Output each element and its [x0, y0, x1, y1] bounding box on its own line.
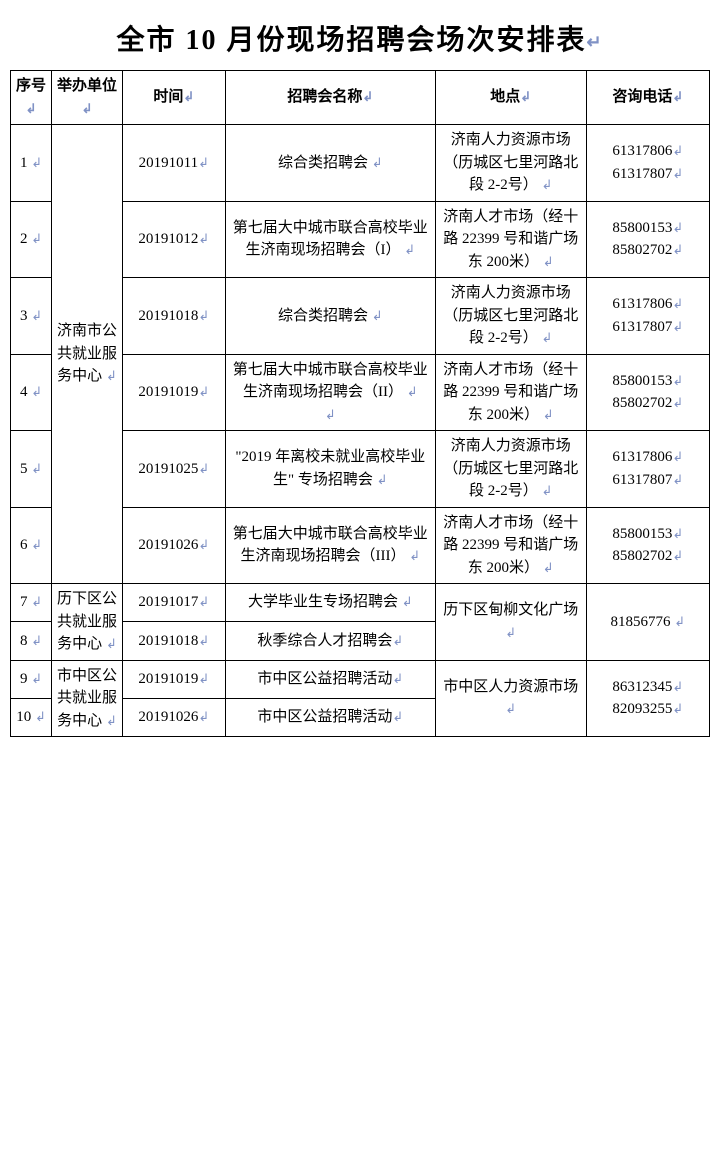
- cell-name: 市中区公益招聘活动↲: [225, 698, 435, 736]
- cell-loc: 济南人力资源市场（历城区七里河路北段 2-2号） ↲: [435, 125, 586, 202]
- cell-date: 20191019↲: [122, 660, 225, 698]
- cell-tel: 61317806↲61317807↲: [586, 125, 709, 202]
- cell-loc: 济南人力资源市场（历城区七里河路北段 2-2号） ↲: [435, 431, 586, 508]
- cell-tel: 81856776 ↲: [586, 584, 709, 661]
- cell-tel: 85800153↲85802702↲: [586, 507, 709, 584]
- table-row: 9 ↲ 市中区公共就业服务中心 ↲ 20191019↲ 市中区公益招聘活动↲ 市…: [11, 660, 710, 698]
- cell-tel: 86312345↲82093255↲: [586, 660, 709, 737]
- table-row: 7 ↲ 历下区公共就业服务中心 ↲ 20191017↲ 大学毕业生专场招聘会 ↲…: [11, 584, 710, 622]
- col-header-org: 举办单位↲: [52, 71, 123, 125]
- cell-name: 综合类招聘会 ↲: [225, 125, 435, 202]
- cell-date: 20191012↲: [122, 201, 225, 278]
- cell-loc: 济南人才市场（经十路 22399 号和谐广场东 200米） ↲: [435, 354, 586, 431]
- table-row: 1 ↲ 济南市公共就业服务中心 ↲ 20191011↲ 综合类招聘会 ↲ 济南人…: [11, 125, 710, 202]
- cell-name: 大学毕业生专场招聘会 ↲: [225, 584, 435, 622]
- cell-org: 历下区公共就业服务中心 ↲: [52, 584, 123, 661]
- cell-date: 20191025↲: [122, 431, 225, 508]
- cell-org: 市中区公共就业服务中心 ↲: [52, 660, 123, 737]
- cell-idx: 6 ↲: [11, 507, 52, 584]
- cell-loc: 济南人才市场（经十路 22399 号和谐广场东 200米） ↲: [435, 507, 586, 584]
- cell-org: 济南市公共就业服务中心 ↲: [52, 125, 123, 584]
- cell-idx: 10 ↲: [11, 698, 52, 736]
- cell-tel: 61317806↲61317807↲: [586, 431, 709, 508]
- cell-idx: 3 ↲: [11, 278, 52, 355]
- page-title: 全市 10 月份现场招聘会场次安排表↵: [10, 18, 710, 58]
- cell-loc: 济南人力资源市场（历城区七里河路北段 2-2号） ↲: [435, 278, 586, 355]
- cell-loc: 历下区甸柳文化广场 ↲: [435, 584, 586, 661]
- cell-date: 20191017↲: [122, 584, 225, 622]
- cell-tel: 85800153↲85802702↲: [586, 201, 709, 278]
- paragraph-mark-icon: ↵: [586, 32, 603, 52]
- cell-idx: 5 ↲: [11, 431, 52, 508]
- table-header-row: 序号↲ 举办单位↲ 时间↲ 招聘会名称↲ 地点↲ 咨询电话↲: [11, 71, 710, 125]
- cell-loc: 市中区人力资源市场 ↲: [435, 660, 586, 737]
- cell-name: 秋季综合人才招聘会↲: [225, 622, 435, 660]
- col-header-tel: 咨询电话↲: [586, 71, 709, 125]
- cell-name: 第七届大中城市联合高校毕业生济南现场招聘会（III） ↲: [225, 507, 435, 584]
- cell-date: 20191026↲: [122, 507, 225, 584]
- schedule-table: 序号↲ 举办单位↲ 时间↲ 招聘会名称↲ 地点↲ 咨询电话↲ 1 ↲ 济南市公共…: [10, 70, 710, 737]
- cell-idx: 2 ↲: [11, 201, 52, 278]
- title-text: 全市 10 月份现场招聘会场次安排表: [116, 25, 586, 56]
- cell-idx: 8 ↲: [11, 622, 52, 660]
- col-header-name: 招聘会名称↲: [225, 71, 435, 125]
- cell-date: 20191018↲: [122, 278, 225, 355]
- cell-name: 第七届大中城市联合高校毕业生济南现场招聘会（I） ↲: [225, 201, 435, 278]
- cell-idx: 4 ↲: [11, 354, 52, 431]
- cell-date: 20191026↲: [122, 698, 225, 736]
- cell-name: 第七届大中城市联合高校毕业生济南现场招聘会（II） ↲↲: [225, 354, 435, 431]
- cell-name: "2019 年离校未就业高校毕业生" 专场招聘会 ↲: [225, 431, 435, 508]
- cell-tel: 61317806↲61317807↲: [586, 278, 709, 355]
- cell-date: 20191019↲: [122, 354, 225, 431]
- cell-date: 20191011↲: [122, 125, 225, 202]
- cell-idx: 9 ↲: [11, 660, 52, 698]
- col-header-loc: 地点↲: [435, 71, 586, 125]
- col-header-date: 时间↲: [122, 71, 225, 125]
- cell-tel: 85800153↲85802702↲: [586, 354, 709, 431]
- cell-idx: 1 ↲: [11, 125, 52, 202]
- cell-name: 市中区公益招聘活动↲: [225, 660, 435, 698]
- cell-idx: 7 ↲: [11, 584, 52, 622]
- col-header-idx: 序号↲: [11, 71, 52, 125]
- cell-date: 20191018↲: [122, 622, 225, 660]
- cell-loc: 济南人才市场（经十路 22399 号和谐广场东 200米） ↲: [435, 201, 586, 278]
- cell-name: 综合类招聘会 ↲: [225, 278, 435, 355]
